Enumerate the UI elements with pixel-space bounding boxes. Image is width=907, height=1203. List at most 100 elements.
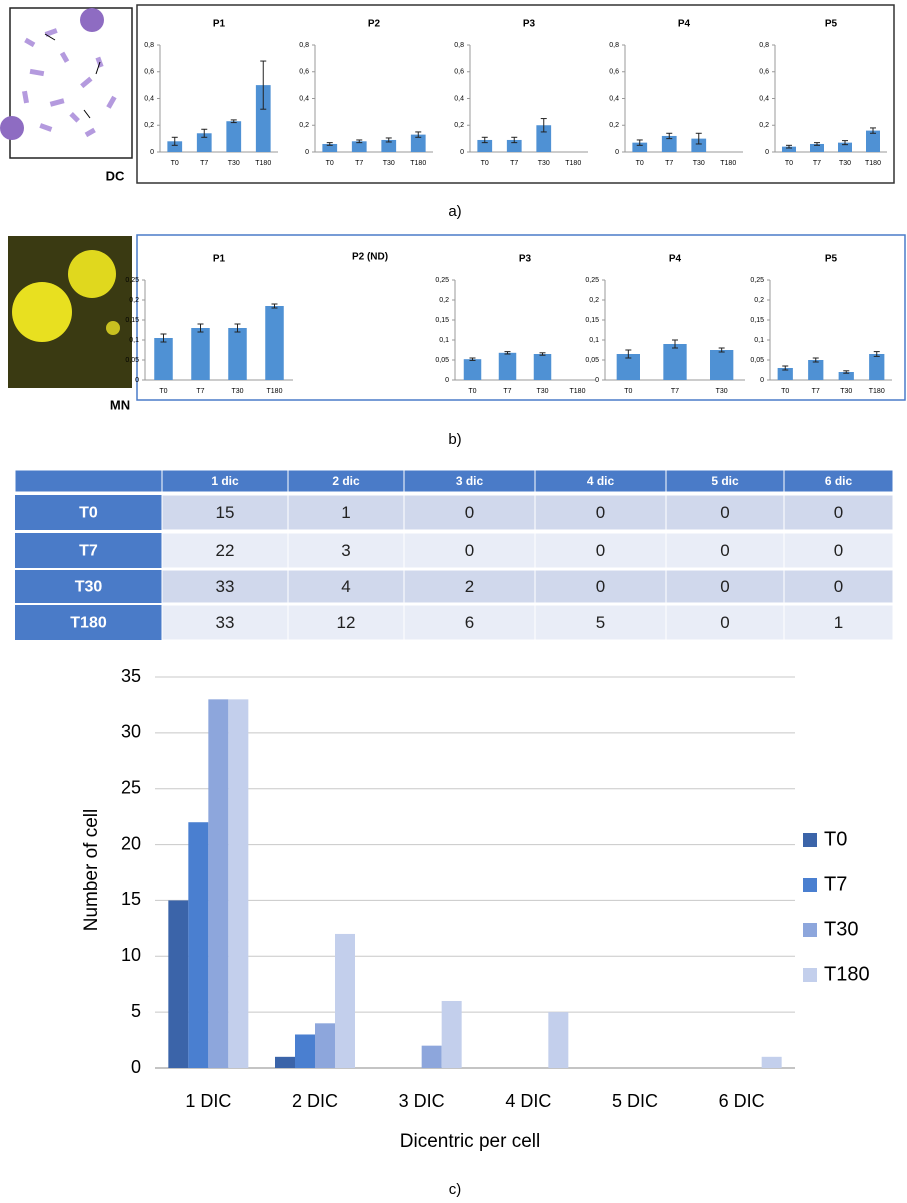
y-tick-label: 0,6: [454, 69, 464, 76]
y-tick-label: 0,05: [750, 357, 764, 364]
table-header: 4 dic: [587, 474, 615, 488]
y-tick-label: 0: [595, 377, 599, 384]
chart-title: P4: [678, 19, 691, 30]
y-tick-label: 0,6: [609, 69, 619, 76]
bar: [255, 85, 271, 152]
x-tick-label: T30: [538, 160, 550, 167]
x-tick-label: T0: [468, 388, 476, 395]
table-cell: [161, 604, 289, 641]
x-tick-label: T0: [159, 388, 167, 395]
panel-label: c): [449, 1181, 462, 1198]
panel-label: b): [448, 431, 461, 448]
y-tick-label: 0,15: [125, 317, 139, 324]
table-cell: [534, 604, 667, 641]
y-tick-label: 0,25: [435, 277, 449, 284]
y-tick-label: 0,4: [144, 95, 154, 102]
legend-swatch: [803, 968, 817, 982]
bar: [663, 344, 687, 380]
y-tick-label: 0,8: [759, 42, 769, 49]
x-tick-label: T7: [503, 388, 511, 395]
table-cell-text: 0: [720, 613, 729, 632]
y-tick-label: 25: [121, 777, 141, 797]
y-tick-label: 0,25: [750, 277, 764, 284]
table-header: 6 dic: [825, 474, 853, 488]
x-tick-label: T30: [383, 160, 395, 167]
y-tick-label: 10: [121, 945, 141, 965]
table-row-header-cell: [15, 605, 162, 640]
y-tick-label: 0,2: [754, 297, 764, 304]
bar: [477, 139, 493, 152]
table-cell-text: 0: [834, 541, 843, 560]
y-tick-label: 0: [135, 377, 139, 384]
table-cell-text: 0: [720, 503, 729, 522]
x-axis-title: Dicentric per cell: [400, 1131, 540, 1152]
bar: [410, 134, 426, 152]
table-cell: [287, 604, 405, 641]
y-tick-label: 0,2: [759, 122, 769, 129]
legend-swatch: [803, 923, 817, 937]
y-tick-label: 0: [131, 1057, 141, 1077]
table-cell: [534, 532, 667, 569]
x-tick-label: T30: [693, 160, 705, 167]
table-cell: [783, 532, 894, 569]
table-row-header-cell: [15, 533, 162, 568]
table-cell: [783, 604, 894, 641]
y-tick-label: 0,05: [125, 357, 139, 364]
table-cell: [161, 494, 289, 531]
table-row-header: T0: [79, 505, 98, 522]
bar: [463, 359, 482, 380]
bar: [315, 1023, 335, 1068]
bar: [810, 143, 824, 152]
x-tick-label: 2 DIC: [292, 1091, 338, 1111]
table-cell-text: 0: [596, 503, 605, 522]
y-tick-label: 0,1: [589, 337, 599, 344]
chart-title: P2: [368, 19, 381, 30]
mn-image: [8, 236, 132, 388]
x-tick-label: T7: [665, 160, 673, 167]
table-cell: [665, 532, 785, 569]
x-tick-label: T0: [171, 160, 179, 167]
table-cell-text: 1: [341, 503, 350, 522]
y-tick-label: 5: [131, 1001, 141, 1021]
y-tick-label: 0,6: [759, 69, 769, 76]
chart-title: P3: [519, 254, 532, 265]
y-tick-label: 0,8: [144, 42, 154, 49]
x-tick-label: T180: [720, 160, 736, 167]
y-tick-label: 15: [121, 889, 141, 909]
chart-title: P5: [825, 19, 838, 30]
legend-label: T7: [824, 873, 847, 895]
x-tick-label: T0: [624, 388, 632, 395]
panel-frame: [136, 234, 906, 401]
x-tick-label: T180: [410, 160, 426, 167]
x-tick-label: T7: [671, 388, 679, 395]
table-row-header: T30: [75, 579, 103, 596]
table-cell-text: 0: [720, 577, 729, 596]
bar: [808, 360, 824, 380]
y-tick-label: 0: [760, 377, 764, 384]
y-tick-label: 0,8: [454, 42, 464, 49]
y-tick-label: 30: [121, 722, 141, 742]
x-tick-label: T180: [865, 160, 881, 167]
y-tick-label: 0,05: [435, 357, 449, 364]
legend-label: T180: [824, 963, 870, 985]
y-tick-label: 0,4: [759, 95, 769, 102]
image-label: DC: [106, 168, 125, 183]
table-cell-text: 2: [465, 577, 474, 596]
table-cell-text: 0: [720, 541, 729, 560]
x-tick-label: T0: [636, 160, 644, 167]
bar: [691, 138, 707, 152]
bar: [777, 368, 793, 380]
table-header-cell: [14, 469, 163, 493]
table-cell-text: 3: [341, 541, 350, 560]
y-tick-label: 0,25: [125, 277, 139, 284]
x-tick-label: 3 DIC: [399, 1091, 445, 1111]
y-tick-label: 0,6: [144, 69, 154, 76]
bar: [838, 142, 852, 152]
table-cell-text: 0: [834, 503, 843, 522]
y-tick-label: 0,2: [144, 122, 154, 129]
y-tick-label: 0,05: [585, 357, 599, 364]
x-tick-label: T30: [536, 388, 548, 395]
bar: [196, 133, 212, 152]
table-cell-text: 0: [834, 577, 843, 596]
bar: [536, 125, 552, 152]
